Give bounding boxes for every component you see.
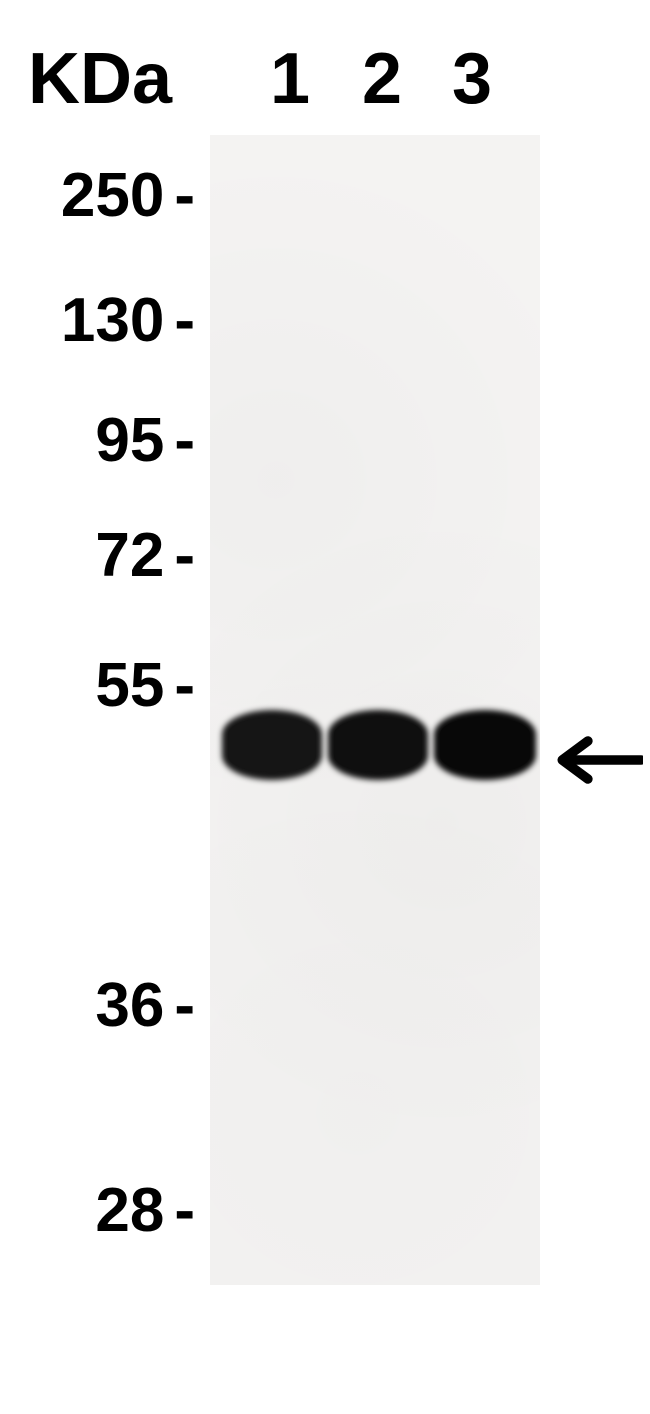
mw-marker-label: 250 xyxy=(61,160,164,231)
mw-marker-tick: - xyxy=(174,1175,195,1246)
mw-marker-95: 95- xyxy=(0,405,195,475)
mw-marker-72: 72- xyxy=(0,520,195,590)
mw-marker-label: 36 xyxy=(95,970,164,1041)
mw-marker-36: 36- xyxy=(0,970,195,1040)
band-arrow-icon xyxy=(548,730,643,790)
mw-marker-label: 130 xyxy=(61,285,164,356)
mw-marker-tick: - xyxy=(174,650,195,721)
mw-marker-55: 55- xyxy=(0,650,195,720)
lane-label-2: 2 xyxy=(362,38,402,120)
mw-marker-tick: - xyxy=(174,160,195,231)
lane-label-3: 3 xyxy=(452,38,492,120)
mw-marker-label: 28 xyxy=(95,1175,164,1246)
mw-marker-28: 28- xyxy=(0,1175,195,1245)
mw-marker-label: 55 xyxy=(95,650,164,721)
mw-marker-tick: - xyxy=(174,520,195,591)
mw-marker-label: 72 xyxy=(95,520,164,591)
mw-marker-tick: - xyxy=(174,970,195,1041)
blot-header: KDa 1 2 3 xyxy=(0,20,650,120)
band-core-lane-3 xyxy=(440,718,530,772)
mw-marker-tick: - xyxy=(174,405,195,476)
lane-label-1: 1 xyxy=(270,38,310,120)
mw-marker-250: 250- xyxy=(0,160,195,230)
blot-membrane xyxy=(210,135,540,1285)
band-core-lane-1 xyxy=(228,718,316,772)
unit-label: KDa xyxy=(28,38,172,120)
mw-marker-label: 95 xyxy=(95,405,164,476)
band-core-lane-2 xyxy=(334,718,422,772)
mw-marker-130: 130- xyxy=(0,285,195,355)
mw-marker-tick: - xyxy=(174,285,195,356)
